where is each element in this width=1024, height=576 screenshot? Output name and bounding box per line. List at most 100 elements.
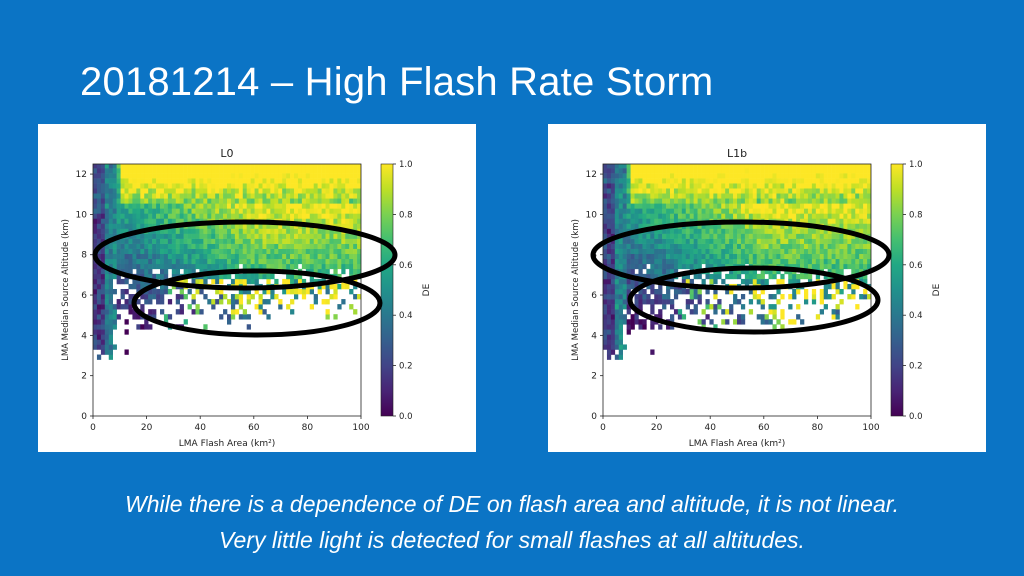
heatmap-cell bbox=[262, 168, 267, 174]
heatmap-cell bbox=[843, 213, 848, 219]
heatmap-cell bbox=[843, 203, 848, 209]
heatmap-cell bbox=[658, 183, 663, 189]
heatmap-cell bbox=[104, 329, 110, 335]
heatmap-cell bbox=[685, 168, 690, 174]
heatmap-cell bbox=[171, 213, 177, 219]
heatmap-cell bbox=[819, 193, 824, 199]
heatmap-cell bbox=[163, 228, 169, 234]
heatmap-cell bbox=[807, 178, 813, 184]
heatmap-cell bbox=[697, 248, 702, 255]
heatmap-cell bbox=[618, 258, 623, 265]
heatmap-cell bbox=[238, 223, 244, 229]
heatmap-cell bbox=[729, 223, 734, 229]
heatmap-cell bbox=[670, 168, 675, 174]
heatmap-cell bbox=[827, 188, 832, 194]
heatmap-cell bbox=[737, 253, 742, 260]
heatmap-cell bbox=[333, 243, 338, 249]
heatmap-cell bbox=[622, 278, 627, 285]
heatmap-cell bbox=[270, 223, 275, 229]
heatmap-cell bbox=[321, 283, 326, 290]
heatmap-cell bbox=[618, 178, 623, 184]
heatmap-cell bbox=[242, 243, 247, 249]
heatmap-cell bbox=[760, 304, 765, 310]
heatmap-cell bbox=[603, 164, 608, 169]
heatmap-cell bbox=[96, 168, 102, 174]
heatmap-cell bbox=[760, 319, 765, 325]
heatmap-cell bbox=[274, 238, 279, 244]
heatmap-cell bbox=[104, 218, 110, 224]
heatmap-cell bbox=[843, 278, 848, 285]
heatmap-cell bbox=[160, 288, 165, 295]
heatmap-cell bbox=[626, 258, 631, 265]
heatmap-cell bbox=[744, 268, 750, 275]
heatmap-cell bbox=[662, 173, 667, 179]
heatmap-cell bbox=[325, 183, 330, 189]
heatmap-cell bbox=[96, 314, 102, 320]
heatmap-cell bbox=[258, 183, 263, 189]
heatmap-cell bbox=[662, 268, 667, 275]
heatmap-cell bbox=[685, 299, 690, 305]
heatmap-cell bbox=[784, 238, 789, 244]
heatmap-cell bbox=[136, 223, 141, 229]
heatmap-cell bbox=[654, 253, 659, 260]
heatmap-cell bbox=[230, 164, 236, 169]
heatmap-cell bbox=[784, 213, 789, 219]
heatmap-cell bbox=[697, 288, 702, 295]
heatmap-cell bbox=[171, 164, 177, 169]
heatmap-cell bbox=[772, 188, 777, 194]
heatmap-cell bbox=[646, 213, 651, 219]
heatmap-cell bbox=[670, 253, 675, 260]
heatmap-cell bbox=[100, 283, 106, 290]
heatmap-cell bbox=[290, 263, 295, 270]
heatmap-cell bbox=[238, 208, 244, 214]
heatmap-cell bbox=[677, 258, 683, 265]
heatmap-cell bbox=[254, 304, 259, 310]
heatmap-cell bbox=[349, 258, 354, 265]
heatmap-cell bbox=[297, 178, 303, 184]
heatmap-cell bbox=[156, 178, 161, 184]
heatmap-cell bbox=[642, 193, 647, 199]
heatmap-cell bbox=[191, 253, 196, 260]
heatmap-cell bbox=[654, 228, 659, 234]
heatmap-cell bbox=[867, 164, 871, 169]
heatmap-cell bbox=[748, 278, 754, 285]
heatmap-cell bbox=[831, 208, 836, 214]
heatmap-cell bbox=[855, 253, 860, 260]
heatmap-cell bbox=[685, 243, 690, 249]
heatmap-cell bbox=[230, 263, 236, 270]
heatmap-cell bbox=[179, 309, 184, 315]
heatmap-cell bbox=[780, 248, 785, 255]
heatmap-cell bbox=[349, 233, 354, 239]
heatmap-cell bbox=[721, 208, 726, 214]
heatmap-cell bbox=[333, 218, 338, 224]
heatmap-cell bbox=[104, 188, 110, 194]
heatmap-cell bbox=[839, 299, 844, 305]
heatmap-cell bbox=[132, 203, 137, 209]
heatmap-cell bbox=[167, 173, 173, 179]
heatmap-cell bbox=[191, 203, 196, 209]
heatmap-cell bbox=[768, 273, 773, 280]
heatmap-cell bbox=[274, 233, 279, 239]
heatmap-cell bbox=[630, 188, 635, 194]
heatmap-cell bbox=[835, 173, 840, 179]
heatmap-cell bbox=[646, 268, 651, 275]
heatmap-cell bbox=[618, 223, 623, 229]
heatmap-cell bbox=[357, 233, 361, 239]
heatmap-cell bbox=[160, 164, 165, 169]
heatmap-cell bbox=[788, 278, 793, 285]
heatmap-cell bbox=[329, 253, 334, 260]
heatmap-cell bbox=[191, 164, 196, 169]
heatmap-cell bbox=[305, 238, 311, 244]
x-tick-label: 60 bbox=[248, 423, 260, 433]
heatmap-cell bbox=[847, 238, 852, 244]
heatmap-cell bbox=[851, 183, 856, 189]
heatmap-cell bbox=[721, 178, 726, 184]
heatmap-cell bbox=[760, 314, 765, 320]
heatmap-cell bbox=[258, 238, 263, 244]
heatmap-cell bbox=[614, 324, 620, 330]
heatmap-cell bbox=[677, 309, 683, 315]
heatmap-cell bbox=[622, 228, 627, 234]
heatmap-cell bbox=[662, 213, 667, 219]
heatmap-cell bbox=[713, 198, 718, 204]
heatmap-cell bbox=[780, 203, 785, 209]
